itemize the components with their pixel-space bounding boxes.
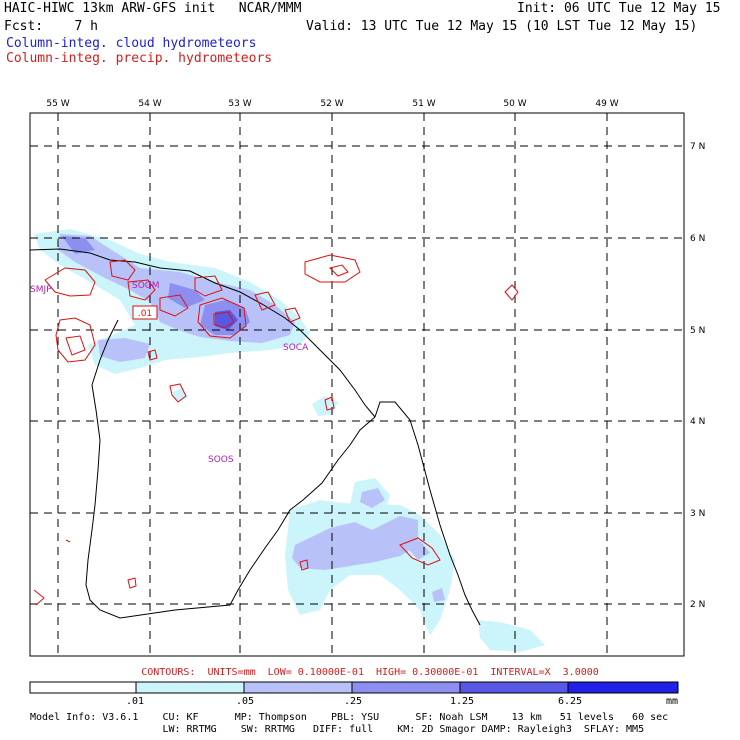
colorbar-seg-0 (29, 681, 137, 694)
colorbar-label-01: .01 (126, 696, 145, 707)
lon-label-55w: 55 W (46, 99, 69, 109)
colorbar-seg-2 (243, 681, 353, 694)
lat-label-3n: 3 N (690, 509, 705, 519)
colorbar-unit: mm (666, 696, 679, 707)
precip-contours (33, 254, 519, 606)
model-info-line2: LW: RRTMG SW: RRTMG DIFF: full KM: 2D Sm… (30, 724, 645, 735)
contours-summary: CONTOURS: UNITS=mm LOW= 0.10000E-01 HIGH… (141, 667, 599, 678)
field-cloud-label: Column-integ. cloud hydrometeors (6, 36, 257, 51)
lon-label-51w: 51 W (412, 99, 435, 109)
lat-label-5n: 5 N (690, 326, 705, 336)
colorbar (29, 681, 679, 694)
init-time: Init: 06 UTC Tue 12 May 15 (517, 1, 721, 16)
colorbar-label-125: 1.25 (450, 696, 475, 707)
lon-label-53w: 53 W (228, 99, 251, 109)
colorbar-seg-1 (135, 681, 245, 694)
lon-label-52w: 52 W (320, 99, 343, 109)
colorbar-label-625: 6.25 (558, 696, 583, 707)
lat-label-7n: 7 N (690, 142, 705, 152)
lat-label-4n: 4 N (690, 417, 705, 427)
station-soca: SOCA (283, 343, 309, 353)
colorbar-seg-5 (567, 681, 679, 694)
lon-label-49w: 49 W (595, 99, 618, 109)
colorbar-seg-4 (459, 681, 569, 694)
contour-label-text: .01 (138, 309, 152, 319)
lat-lon-grid (30, 113, 684, 656)
title-left: HAIC-HIWC 13km ARW-GFS init NCAR/MMM (4, 1, 302, 16)
model-info-line1: Model Info: V3.6.1 CU: KF MP: Thompson P… (30, 712, 669, 723)
station-sogm: SOGM (132, 281, 160, 291)
colorbar-label-25: .25 (344, 696, 363, 707)
forecast-hour: Fcst: 7 h (4, 19, 98, 34)
station-soos: SOOS (208, 455, 234, 465)
valid-time: Valid: 13 UTC Tue 12 May 15 (10 LST Tue … (306, 19, 698, 34)
lat-label-2n: 2 N (690, 600, 705, 610)
field-precip-label: Column-integ. precip. hydrometeors (6, 51, 273, 66)
lat-label-6n: 6 N (690, 234, 705, 244)
station-smjp: SMJP (30, 285, 52, 295)
lon-label-54w: 54 W (138, 99, 161, 109)
colorbar-label-05: .05 (236, 696, 255, 707)
colorbar-seg-3 (351, 681, 461, 694)
contour-label-box (132, 305, 158, 320)
lon-label-50w: 50 W (503, 99, 526, 109)
coastline (29, 248, 481, 626)
